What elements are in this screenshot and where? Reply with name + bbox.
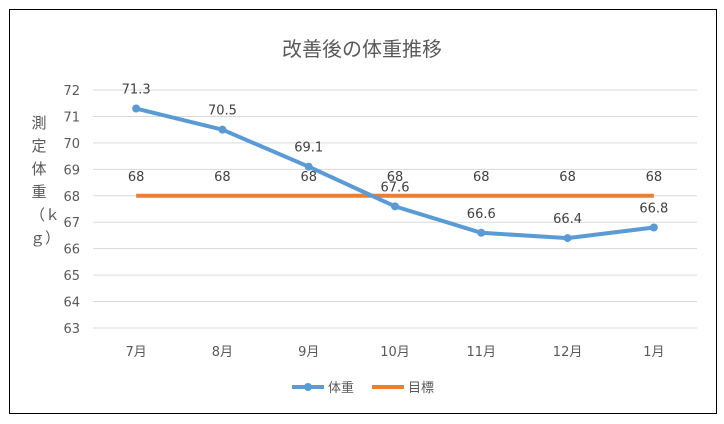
y-tick-label: 67 (63, 216, 80, 231)
y-tick-label: 71 (63, 110, 80, 125)
data-label: 68 (300, 170, 317, 185)
x-tick-label: 9月 (298, 345, 319, 360)
data-label: 68 (473, 170, 490, 185)
chart-area (9, 9, 717, 414)
x-tick-label: 12月 (553, 345, 583, 360)
x-tick-label: 11月 (467, 345, 497, 360)
data-point (649, 223, 658, 232)
y-tick-label: 68 (63, 190, 80, 205)
data-point (563, 234, 572, 243)
x-tick-label: 7月 (126, 345, 147, 360)
data-label: 68 (128, 170, 145, 185)
data-point (218, 125, 227, 134)
data-label: 67.6 (381, 180, 410, 195)
y-tick-label: 69 (63, 163, 80, 178)
data-label: 68 (559, 170, 576, 185)
x-tick-label: 10月 (380, 345, 410, 360)
data-point (132, 104, 141, 113)
y-tick-label: 65 (63, 269, 80, 284)
x-tick-label: 8月 (212, 345, 233, 360)
y-tick-label: 64 (63, 296, 80, 311)
y-axis-label: 測定体重（ｋｇ） (30, 114, 61, 247)
chart-title: 改善後の体重推移 (282, 37, 442, 61)
data-label: 69.1 (294, 141, 323, 156)
y-tick-label: 70 (63, 137, 80, 152)
legend-marker (304, 383, 312, 391)
x-tick-label: 1月 (643, 345, 664, 360)
data-point (477, 228, 486, 237)
data-point (304, 162, 313, 171)
legend-label: 目標 (408, 381, 434, 396)
y-tick-label: 63 (63, 322, 80, 337)
data-point (391, 202, 399, 211)
data-label: 68 (387, 170, 404, 185)
data-label: 66.6 (467, 207, 496, 222)
data-label: 68 (214, 170, 231, 185)
data-label: 66.8 (639, 202, 668, 217)
data-label: 66.4 (553, 212, 582, 227)
data-label: 70.5 (208, 104, 237, 119)
y-tick-label: 72 (63, 84, 80, 99)
legend-label: 体重 (328, 380, 354, 396)
data-label: 71.3 (122, 83, 151, 98)
data-label: 68 (646, 170, 663, 185)
y-tick-label: 66 (63, 243, 80, 258)
